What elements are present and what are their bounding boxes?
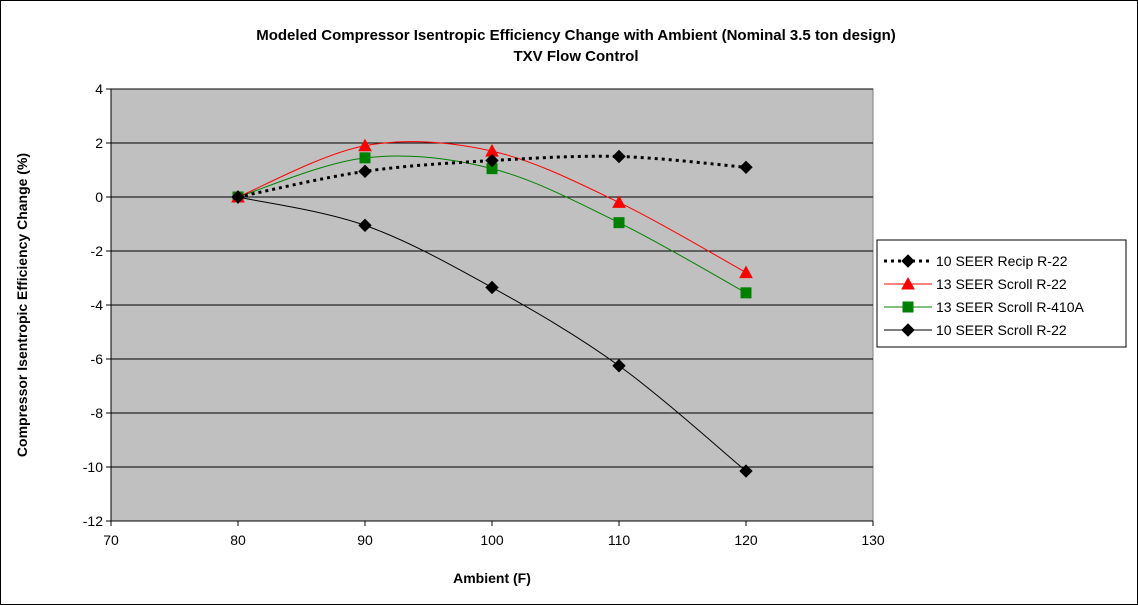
legend: 10 SEER Recip R-22 13 SEER Scroll R-22 13 … <box>876 239 1127 348</box>
data-point-1-1 <box>358 138 372 152</box>
data-point-0-3 <box>612 149 626 164</box>
data-point-1-4 <box>739 265 753 279</box>
data-point-0-0 <box>231 190 245 204</box>
data-point-0-2 <box>485 153 499 168</box>
data-point-2-4 <box>740 287 752 299</box>
y-tick-label-5: -6 <box>91 351 104 367</box>
legend-marker-2 <box>902 301 914 313</box>
data-point-2-1 <box>359 152 371 164</box>
legend-label-3: 10 SEER Scroll R-22 <box>936 322 1067 338</box>
x-tick-label-6: 130 <box>861 532 885 548</box>
x-tick-label-3: 100 <box>480 532 504 548</box>
legend-item-3: 10 SEER Scroll R-22 <box>884 322 1067 338</box>
data-point-3-3 <box>612 359 626 373</box>
series-layer <box>231 138 753 478</box>
series-0 <box>231 149 753 204</box>
legend-marker-3 <box>901 323 915 337</box>
legend-box <box>876 239 1127 348</box>
legend-label-1: 13 SEER Scroll R-22 <box>936 276 1067 292</box>
y-tick-label-2: 0 <box>95 189 103 205</box>
chart-subtitle: TXV Flow Control <box>514 48 639 65</box>
y-tick-label-7: -10 <box>83 459 103 475</box>
data-point-3-2 <box>485 280 499 295</box>
data-point-0-1 <box>358 164 372 179</box>
x-tick-label-2: 90 <box>357 532 373 548</box>
data-point-1-3 <box>612 195 626 208</box>
y-tick-label-3: -2 <box>91 243 104 259</box>
legend-marker-1 <box>901 276 915 290</box>
x-tick-label-5: 120 <box>734 532 758 548</box>
legend-label-0: 10 SEER Recip R-22 <box>936 253 1068 269</box>
y-tick-label-0: 4 <box>95 81 103 97</box>
legend-item-2: 13 SEER Scroll R-410A <box>884 299 1085 315</box>
x-axis-title: Ambient (F) <box>453 570 531 586</box>
x-tick-label-1: 80 <box>230 532 246 548</box>
legend-item-1: 13 SEER Scroll R-22 <box>884 276 1067 292</box>
legend-marker-0 <box>901 254 915 268</box>
chart-title: Modeled Compressor Isentropic Efficiency… <box>256 27 896 44</box>
legend-label-2: 13 SEER Scroll R-410A <box>936 299 1085 315</box>
series-line-0 <box>237 154 747 199</box>
y-tick-label-1: 2 <box>95 135 103 151</box>
axes <box>106 88 874 526</box>
y-tick-label-4: -4 <box>91 297 104 313</box>
y-tick-label-8: -12 <box>83 513 103 529</box>
data-point-3-4 <box>739 464 753 478</box>
data-point-0-4 <box>739 160 753 175</box>
x-tick-label-4: 110 <box>608 532 631 548</box>
data-point-3-1 <box>358 218 372 233</box>
legend-item-0: 10 SEER Recip R-22 <box>884 253 1068 269</box>
y-axis-title: Compressor Isentropic Efficiency Change … <box>14 153 30 457</box>
data-point-2-3 <box>613 217 625 229</box>
y-tick-label-6: -8 <box>91 405 104 421</box>
x-tick-label-0: 70 <box>103 532 119 548</box>
